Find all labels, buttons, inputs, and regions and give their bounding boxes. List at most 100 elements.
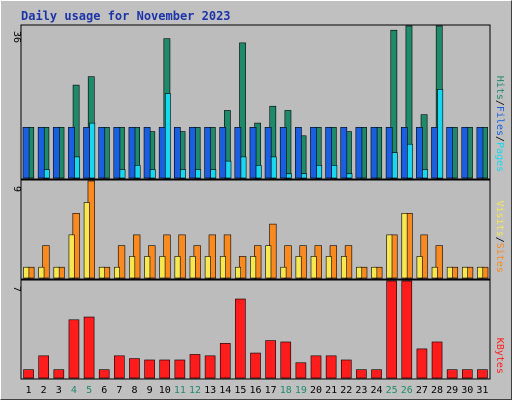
bar-visits xyxy=(235,266,242,279)
bar-files xyxy=(249,127,257,179)
bar-kbytes xyxy=(189,354,201,379)
x-tick-label: 13 xyxy=(204,385,216,396)
bar-visits xyxy=(477,266,484,279)
bar-pages xyxy=(195,169,202,179)
bar-visits xyxy=(219,256,226,279)
bar-kbytes xyxy=(235,298,246,379)
bar-visits xyxy=(401,213,408,279)
chart-title: Daily usage for November 2023 xyxy=(21,9,231,23)
bar-visits xyxy=(189,256,196,279)
bar-kbytes xyxy=(280,341,292,379)
bar-pages xyxy=(301,173,307,179)
bar-visits xyxy=(98,266,105,279)
bar-pages xyxy=(119,169,126,179)
bar-pages xyxy=(74,156,81,179)
x-tick-label: 3 xyxy=(56,385,62,396)
bar-files xyxy=(234,127,242,179)
bar-kbytes xyxy=(174,359,186,379)
y-max-label-sites_visits: 9 xyxy=(11,186,22,192)
bar-kbytes xyxy=(401,280,413,379)
bar-files xyxy=(22,127,30,179)
x-tick-label: 10 xyxy=(159,385,171,396)
bar-visits xyxy=(371,266,378,279)
legend-item: / xyxy=(494,237,505,243)
bar-files xyxy=(113,127,121,179)
x-tick-label: 24 xyxy=(371,385,383,396)
bar-kbytes xyxy=(446,369,458,379)
bar-pages xyxy=(89,122,96,179)
x-tick-label: 17 xyxy=(265,385,277,396)
x-tick-label: 23 xyxy=(355,385,367,396)
x-tick-label: 9 xyxy=(147,385,153,396)
legend-sites_visits: Visits/Sites xyxy=(494,201,505,273)
x-tick-label: 19 xyxy=(295,385,307,396)
x-tick-label: 4 xyxy=(71,385,77,396)
x-tick-label: 6 xyxy=(101,385,107,396)
bar-kbytes xyxy=(340,359,352,379)
bar-files xyxy=(416,127,423,179)
bar-kbytes xyxy=(23,369,34,379)
bar-pages xyxy=(407,143,413,179)
bar-visits xyxy=(280,266,287,279)
bar-files xyxy=(340,127,348,179)
bar-visits xyxy=(431,266,438,279)
bar-files xyxy=(173,127,181,179)
bar-files xyxy=(83,127,90,179)
bar-files xyxy=(295,127,302,179)
x-tick-label: 7 xyxy=(116,385,122,396)
legend-item: Pages xyxy=(494,142,505,172)
bar-visits xyxy=(68,234,75,279)
bar-files xyxy=(355,127,363,179)
bar-pages xyxy=(164,93,171,179)
bar-visits xyxy=(83,202,90,279)
bar-visits xyxy=(144,256,151,279)
legend-kbytes: KBytes xyxy=(494,338,505,374)
x-tick-label: 8 xyxy=(131,385,137,396)
bar-pages xyxy=(255,165,262,179)
bar-visits xyxy=(295,256,302,279)
y-max-label-hits_files_pages: 36 xyxy=(11,31,22,43)
bar-kbytes xyxy=(386,280,397,379)
bar-pages xyxy=(210,169,217,179)
bar-files xyxy=(219,127,227,179)
bar-pages xyxy=(134,165,141,179)
bar-pages xyxy=(391,152,398,179)
bar-visits xyxy=(416,256,423,279)
bar-visits xyxy=(23,266,30,279)
bar-sites xyxy=(284,245,292,279)
bar-visits xyxy=(461,266,468,279)
bar-pages xyxy=(225,160,232,179)
bar-visits xyxy=(250,256,257,279)
bar-kbytes xyxy=(477,369,488,379)
bar-pages xyxy=(316,165,323,179)
bar-visits xyxy=(129,256,136,279)
bar-pages xyxy=(422,169,428,179)
bar-files xyxy=(461,127,469,179)
bar-pages xyxy=(437,89,444,179)
bar-kbytes xyxy=(371,369,382,379)
bar-pages xyxy=(149,169,156,179)
bar-visits xyxy=(340,256,347,279)
bar-kbytes xyxy=(204,355,216,379)
bar-visits xyxy=(159,256,166,279)
x-tick-label: 26 xyxy=(401,385,413,396)
legend-item: / xyxy=(494,136,505,142)
bar-pages xyxy=(346,173,353,179)
bar-pages xyxy=(331,165,338,179)
bar-sites xyxy=(435,245,443,279)
x-tick-label: 22 xyxy=(340,385,352,396)
bar-visits xyxy=(446,266,453,279)
bar-files xyxy=(98,127,106,179)
bar-kbytes xyxy=(98,369,110,379)
bar-files xyxy=(325,127,333,179)
bar-files xyxy=(204,127,211,179)
bar-files xyxy=(446,127,454,179)
x-tick-label: 16 xyxy=(249,385,261,396)
x-tick-label: 1 xyxy=(26,385,32,396)
bar-kbytes xyxy=(310,355,322,379)
bar-pages xyxy=(270,156,277,179)
bar-files xyxy=(431,127,438,179)
bar-files xyxy=(400,127,408,179)
bar-visits xyxy=(310,256,317,279)
bar-files xyxy=(385,127,393,179)
